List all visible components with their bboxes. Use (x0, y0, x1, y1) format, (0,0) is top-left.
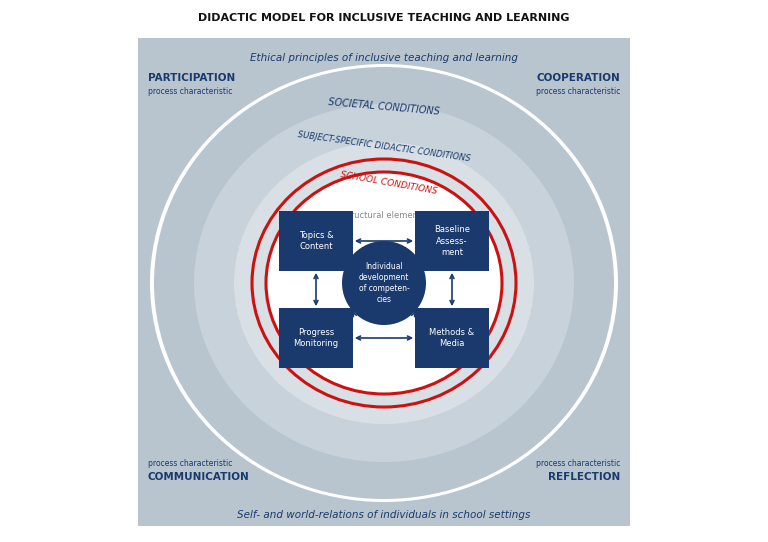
Ellipse shape (154, 67, 614, 499)
Text: Baseline
Assess-
ment: Baseline Assess- ment (434, 225, 470, 257)
Text: COOPERATION: COOPERATION (536, 73, 620, 83)
Bar (138, 38, 630, 526)
Text: COMMUNICATION: COMMUNICATION (148, 472, 250, 482)
Ellipse shape (266, 172, 502, 394)
Text: Progress
Monitoring: Progress Monitoring (293, 328, 339, 348)
Text: process characteristic: process characteristic (148, 460, 233, 468)
Text: REFLECTION: REFLECTION (548, 472, 620, 482)
Text: Individual
development
of competen-
cies: Individual development of competen- cies (359, 262, 409, 304)
Text: Methods &
Media: Methods & Media (429, 328, 475, 348)
Ellipse shape (194, 104, 574, 462)
Text: PARTICIPATION: PARTICIPATION (148, 73, 235, 83)
Text: process characteristic: process characteristic (535, 87, 620, 95)
FancyBboxPatch shape (415, 211, 489, 271)
Text: SCHOOL CONDITIONS: SCHOOL CONDITIONS (339, 170, 439, 196)
Text: Ethical principles of inclusive teaching and learning: Ethical principles of inclusive teaching… (250, 53, 518, 63)
Circle shape (342, 241, 426, 325)
Text: SUBJECT-SPECIFIC DIDACTIC CONDITIONS: SUBJECT-SPECIFIC DIDACTIC CONDITIONS (297, 131, 471, 164)
Text: Topics &
Content: Topics & Content (299, 231, 333, 251)
Text: SOCIETAL CONDITIONS: SOCIETAL CONDITIONS (328, 97, 440, 117)
FancyBboxPatch shape (279, 211, 353, 271)
Ellipse shape (234, 142, 534, 424)
FancyBboxPatch shape (279, 308, 353, 368)
Ellipse shape (150, 64, 618, 502)
Text: process characteristic: process characteristic (535, 460, 620, 468)
Text: Self- and world-relations of individuals in school settings: Self- and world-relations of individuals… (237, 510, 531, 520)
Text: process characteristic: process characteristic (148, 87, 233, 95)
Text: DIDACTIC MODEL FOR INCLUSIVE TEACHING AND LEARNING: DIDACTIC MODEL FOR INCLUSIVE TEACHING AN… (198, 13, 570, 23)
Text: structural elements: structural elements (343, 210, 425, 220)
FancyBboxPatch shape (415, 308, 489, 368)
